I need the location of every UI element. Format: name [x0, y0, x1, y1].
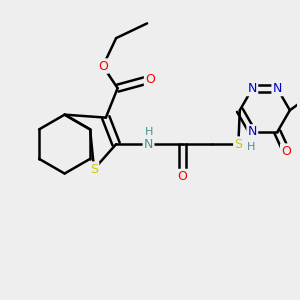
- Text: N: N: [273, 82, 282, 95]
- Text: N: N: [248, 82, 257, 95]
- Text: S: S: [90, 163, 98, 176]
- Text: O: O: [281, 145, 291, 158]
- Text: O: O: [145, 73, 155, 86]
- Text: N: N: [144, 138, 153, 151]
- Text: S: S: [234, 138, 242, 151]
- Text: O: O: [178, 170, 187, 183]
- Text: H: H: [247, 142, 255, 152]
- Text: N: N: [248, 125, 257, 138]
- Text: H: H: [145, 127, 153, 137]
- Text: O: O: [98, 60, 108, 73]
